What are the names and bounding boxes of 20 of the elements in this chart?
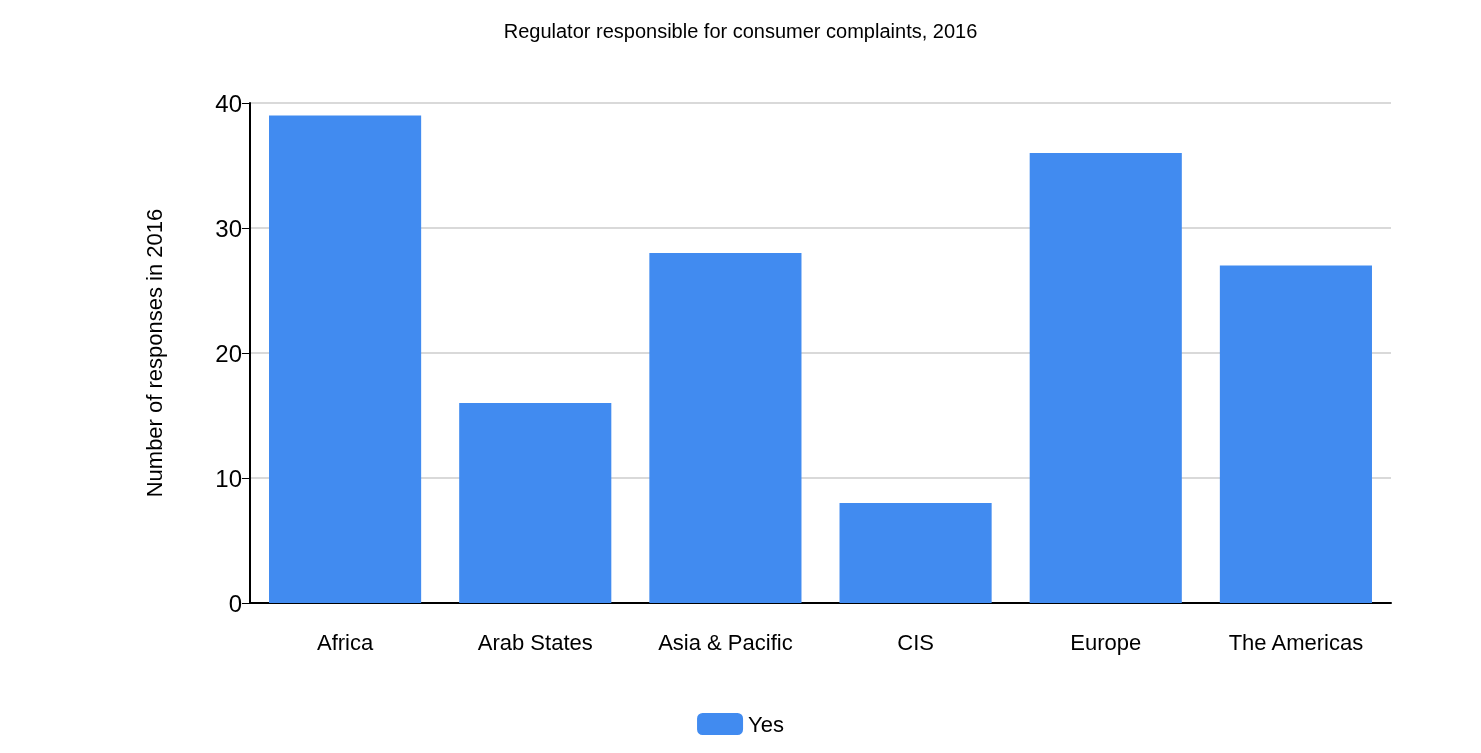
x-tick-label: Asia & Pacific	[658, 629, 793, 655]
bar	[1029, 153, 1182, 603]
y-tick-label: 0	[228, 589, 242, 617]
chart-title: Regulator responsible for consumer complaints, 2016	[503, 20, 978, 42]
bar	[1219, 265, 1372, 603]
bar	[459, 403, 612, 603]
y-tick-label: 20	[215, 339, 242, 367]
x-tick-label: Arab States	[477, 629, 593, 655]
legend-label: Yes	[748, 711, 784, 737]
x-tick-label: Europe	[1070, 629, 1142, 655]
y-tick-label: 30	[215, 214, 242, 242]
x-tick-label: The Americas	[1228, 629, 1364, 655]
x-tick-label: CIS	[897, 629, 934, 655]
y-tick-label: 40	[215, 89, 242, 117]
y-tick-label: 10	[215, 464, 242, 492]
bar	[649, 253, 802, 603]
bar	[269, 115, 422, 603]
y-axis-title: Number of responses in 2016	[141, 208, 167, 498]
x-tick-label: Africa	[316, 629, 374, 655]
bar	[839, 503, 992, 603]
